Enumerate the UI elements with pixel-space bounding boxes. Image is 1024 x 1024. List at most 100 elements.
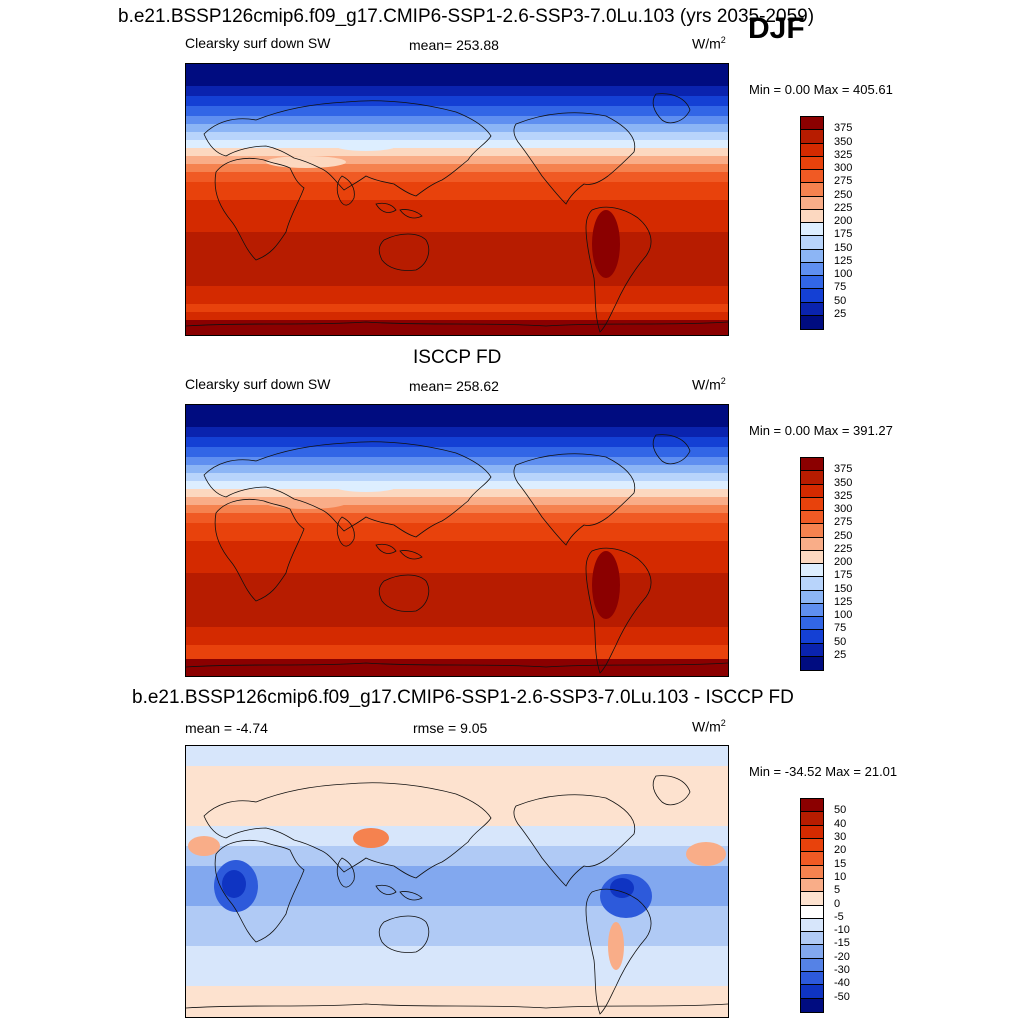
colorbar-swatch (801, 825, 823, 839)
colorbar-tick-label: -20 (834, 950, 850, 963)
colorbar-tick-label: 25 (834, 648, 847, 661)
colorbar-tick-label: 50 (834, 294, 847, 307)
colorbar-swatch (801, 812, 823, 826)
colorbar-tick-label: 200 (834, 215, 853, 227)
colorbar-tick-label: -15 (834, 937, 850, 950)
colorbar-tick-label: -30 (834, 964, 850, 977)
coastline (378, 574, 430, 612)
colorbar-swatch (801, 289, 823, 303)
field-band (186, 481, 728, 489)
colorbar-swatch (801, 656, 823, 670)
colorbar-swatch (801, 958, 823, 973)
panel3-units: W/m2 (692, 718, 726, 735)
field-band (186, 473, 728, 481)
field-band (186, 659, 728, 676)
colorbar-swatch (801, 603, 823, 617)
colorbar-swatch (801, 945, 823, 959)
field-band (186, 573, 728, 627)
colorbar-swatch (801, 972, 823, 986)
colorbar-swatch (801, 905, 823, 919)
coastline (214, 498, 305, 602)
panel2-variable-label: Clearsky surf down SW (185, 376, 331, 392)
colorbar-tick-label: 250 (834, 529, 853, 542)
field-band (186, 318, 728, 335)
colorbar-swatch (801, 276, 823, 290)
panel3-title: b.e21.BSSP126cmip6.f09_g17.CMIP6-SSP1-2.… (132, 687, 794, 708)
colorbar-swatch (801, 302, 823, 316)
colorbar-tick-label: 25 (834, 307, 847, 320)
colorbar-swatch (801, 524, 823, 538)
coastline (585, 547, 652, 674)
colorbar-tick-label: 175 (834, 228, 853, 241)
colorbar-tick-label: 375 (834, 122, 853, 135)
colorbar-swatch (801, 223, 823, 237)
tropical-band (186, 846, 728, 866)
season-label: DJF (748, 12, 805, 45)
colorbar-tick-label: 15 (834, 857, 847, 870)
colorbar-tick-label: 200 (834, 556, 853, 568)
field-band (186, 124, 728, 132)
colorbar-tick-label: 375 (834, 463, 853, 476)
colorbar-swatch (801, 998, 823, 1012)
atlantic-pos (686, 842, 726, 866)
field-band (186, 497, 728, 505)
field-band (186, 164, 728, 172)
panel1-title: b.e21.BSSP126cmip6.f09_g17.CMIP6-SSP1-2.… (118, 6, 815, 27)
himalaya-band (336, 141, 396, 151)
field-band (186, 437, 728, 447)
panel3-min-max: Min = -34.52 Max = 21.01 (749, 764, 898, 779)
colorbar-swatch (801, 564, 823, 578)
colorbar-tick-label: 75 (834, 281, 847, 294)
panel2-title: ISCCP FD (413, 347, 502, 368)
colorbar-tick-label: 275 (834, 175, 853, 188)
coastline (186, 321, 728, 327)
himalaya-band (336, 482, 396, 492)
field-band (186, 96, 728, 106)
coastline (186, 662, 728, 668)
polar-band (186, 986, 728, 1017)
africa-neg-core (222, 870, 246, 898)
panel1-colorbar (800, 116, 824, 330)
colorbar-swatch (801, 484, 823, 498)
field-band (186, 465, 728, 473)
colorbar-swatch (801, 577, 823, 591)
colorbar-swatch (801, 117, 823, 131)
sahel-pos (188, 836, 220, 856)
colorbar-swatch (801, 196, 823, 210)
coastline (585, 888, 652, 1015)
china-pos (353, 828, 389, 848)
field-band (186, 106, 728, 116)
colorbar-swatch (801, 985, 823, 999)
panel1-min-max: Min = 0.00 Max = 405.61 (749, 82, 893, 97)
colorbar-swatch (801, 249, 823, 263)
field-band (186, 182, 728, 200)
coastline (513, 453, 636, 546)
colorbar-swatch (801, 617, 823, 631)
panel2-mean-label: mean= 258.62 (409, 378, 499, 394)
samerica-neg-core (610, 878, 634, 898)
field-band (186, 505, 728, 513)
colorbar-swatch (801, 643, 823, 657)
colorbar-swatch (801, 878, 823, 893)
colorbar-tick-label: 225 (834, 201, 853, 214)
southern-band (186, 946, 728, 986)
coastline (186, 1003, 728, 1009)
panel2-min-max: Min = 0.00 Max = 391.27 (749, 423, 893, 438)
colorbar-tick-label: 275 (834, 516, 853, 529)
colorbar-tick-label: 175 (834, 569, 853, 582)
coastline (399, 891, 423, 901)
field-band (186, 489, 728, 497)
colorbar-swatch (801, 537, 823, 551)
panel1-units: W/m2 (692, 35, 726, 52)
colorbar-tick-label: 350 (834, 476, 853, 489)
coastline (513, 112, 636, 205)
colorbar-tick-label: 5 (834, 884, 841, 897)
panel2-units: W/m2 (692, 376, 726, 393)
colorbar-tick-label: 150 (834, 241, 853, 254)
coastline (652, 434, 691, 465)
colorbar-tick-label: 50 (834, 635, 847, 648)
coastline (375, 543, 397, 554)
panel2-map (185, 404, 729, 677)
colorbar-tick-label: 325 (834, 489, 853, 502)
field-band (186, 156, 728, 164)
